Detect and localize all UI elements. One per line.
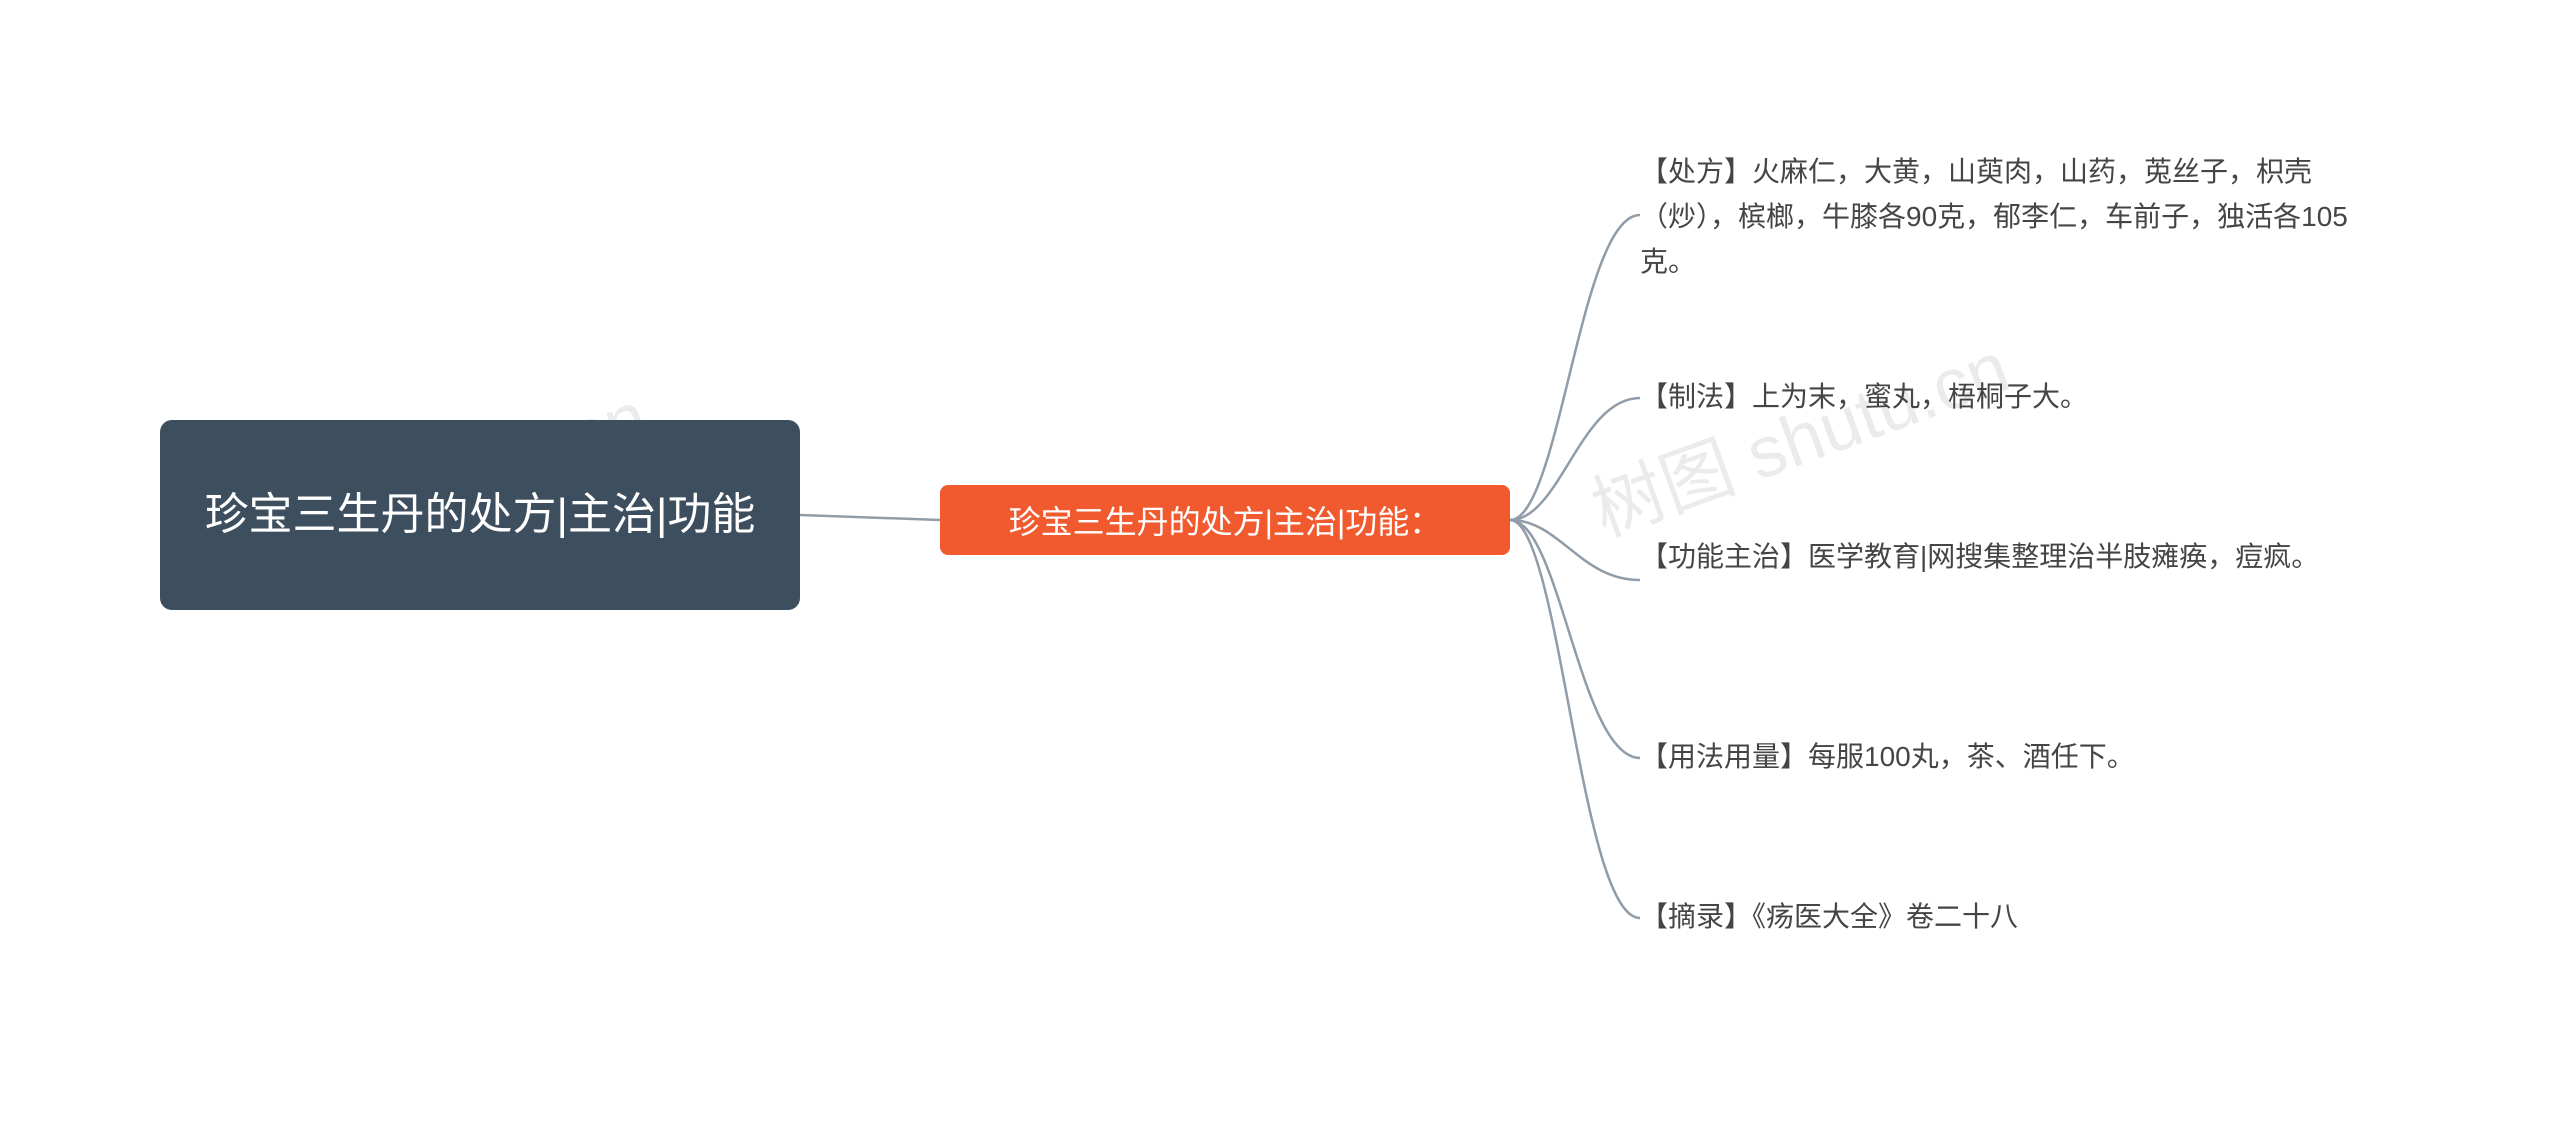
leaf-node-3[interactable]: 【用法用量】每服100丸，茶、酒任下。	[1640, 735, 2135, 780]
edge-root-sub	[800, 515, 940, 520]
leaf-label-1: 【制法】上为末，蜜丸，梧桐子大。	[1640, 381, 2088, 412]
edge-sub-leaf1	[1510, 398, 1640, 520]
leaf-node-1[interactable]: 【制法】上为末，蜜丸，梧桐子大。	[1640, 375, 2088, 420]
edge-sub-leaf0	[1510, 215, 1640, 520]
edge-sub-leaf3	[1510, 520, 1640, 758]
leaf-label-2: 【功能主治】医学教育|网搜集整理治半肢瘫痪，痘疯。	[1640, 541, 2319, 572]
leaf-node-2[interactable]: 【功能主治】医学教育|网搜集整理治半肢瘫痪，痘疯。	[1640, 535, 2319, 580]
leaf-node-4[interactable]: 【摘录】《疡医大全》卷二十八	[1640, 895, 2018, 940]
leaf-label-0: 【处方】火麻仁，大黄，山萸肉，山药，莵丝子，枳壳（炒），槟榔，牛膝各90克，郁李…	[1640, 156, 2348, 277]
root-node[interactable]: 珍宝三生丹的处方|主治|功能	[160, 420, 800, 610]
mindmap-container: 珍宝三生丹的处方|主治|功能 珍宝三生丹的处方|主治|功能： 【处方】火麻仁，大…	[160, 150, 2360, 970]
leaf-label-3: 【用法用量】每服100丸，茶、酒任下。	[1640, 741, 2135, 772]
leaf-node-0[interactable]: 【处方】火麻仁，大黄，山萸肉，山药，莵丝子，枳壳（炒），槟榔，牛膝各90克，郁李…	[1640, 150, 2360, 284]
root-label: 珍宝三生丹的处方|主治|功能	[205, 482, 756, 548]
leaf-label-4: 【摘录】《疡医大全》卷二十八	[1640, 901, 2018, 932]
sub-node[interactable]: 珍宝三生丹的处方|主治|功能：	[940, 485, 1510, 555]
edge-sub-leaf2	[1510, 520, 1640, 580]
sub-label: 珍宝三生丹的处方|主治|功能：	[1009, 497, 1442, 543]
edge-sub-leaf4	[1510, 520, 1640, 918]
